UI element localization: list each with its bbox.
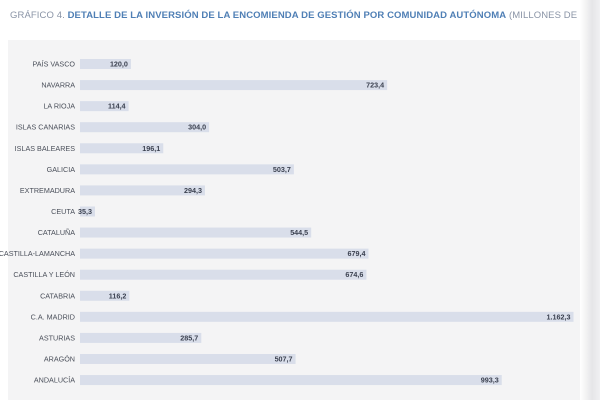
- value-label: 285,7: [180, 333, 198, 342]
- value-label: 116,2: [109, 291, 127, 300]
- chart-title-prefix: GRÁFICO 4.: [10, 10, 65, 21]
- bar: [80, 311, 574, 322]
- bar: [80, 59, 131, 69]
- value-label: 120,0: [110, 60, 128, 69]
- category-label: EXTREMADURA: [20, 186, 75, 195]
- category-label: ISLAS CANARIAS: [16, 123, 75, 132]
- value-label: 304,0: [188, 123, 206, 132]
- bar: [80, 269, 367, 280]
- chart-title-unit: (MILLONES DE EUROS): [508, 10, 600, 21]
- category-label: ASTURIAS: [39, 333, 75, 342]
- value-label: 196,1: [142, 144, 160, 153]
- category-label: CASTILLA-LAMANCHA: [0, 249, 75, 258]
- bar: [80, 206, 95, 217]
- category-label: ANDALUCÍA: [34, 376, 75, 385]
- value-label: 544,5: [290, 228, 308, 237]
- category-label: NAVARRA: [41, 81, 75, 90]
- bar: [80, 185, 205, 196]
- value-label: 35,3: [78, 207, 92, 216]
- value-label: 679,4: [347, 249, 365, 258]
- value-label: 503,7: [273, 165, 291, 174]
- value-label: 114,4: [108, 102, 126, 111]
- category-label: PAÍS VASCO: [33, 60, 76, 69]
- chart-title: GRÁFICO 4. DETALLE DE LA INVERSIÓN DE LA…: [10, 10, 600, 21]
- category-label: ISLAS BALEARES: [15, 144, 76, 153]
- bar: [80, 332, 202, 343]
- page-edge-shadow: [580, 0, 600, 400]
- bar: [80, 353, 296, 364]
- bar: [80, 80, 388, 91]
- value-label: 674,6: [345, 270, 363, 279]
- category-label: CATABRIA: [40, 291, 75, 300]
- value-label: 1.162,3: [547, 312, 571, 321]
- value-label: 723,4: [366, 81, 384, 90]
- category-label: ARAGÓN: [44, 354, 75, 363]
- category-label: GALICIA: [47, 165, 76, 174]
- category-label: CASTILLA Y LEÓN: [13, 270, 75, 279]
- category-label: LA RIOJA: [43, 102, 75, 111]
- bar: [80, 375, 502, 386]
- bar: [80, 122, 210, 133]
- category-label: C.A. MADRID: [31, 312, 75, 321]
- bar: [80, 227, 312, 238]
- value-label: 993,3: [481, 376, 499, 385]
- value-label: 294,3: [184, 186, 202, 195]
- category-label: CEUTA: [51, 207, 75, 216]
- bar: [80, 143, 164, 154]
- chart-title-main: DETALLE DE LA INVERSIÓN DE LA ENCOMIENDA…: [67, 10, 507, 21]
- value-label: 507,7: [275, 354, 293, 363]
- bar: [80, 248, 369, 259]
- category-label: CATALUÑA: [38, 228, 75, 237]
- bar: [80, 164, 294, 175]
- bar: [80, 290, 130, 301]
- bar: [80, 101, 129, 112]
